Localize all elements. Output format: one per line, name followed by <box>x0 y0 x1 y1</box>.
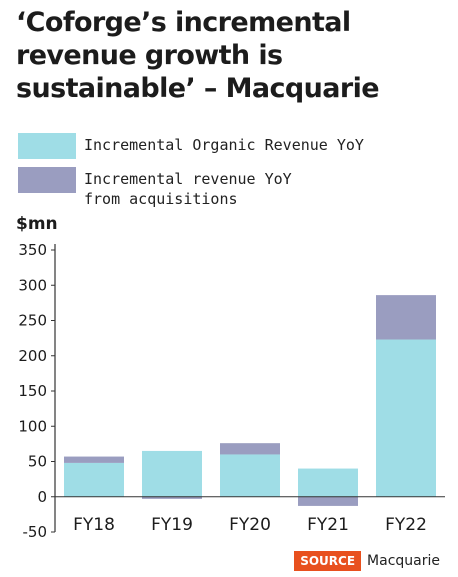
y-tick-label: 250 <box>18 312 47 330</box>
y-tick-label: 0 <box>37 488 47 506</box>
y-tick-label: -50 <box>23 523 48 541</box>
legend-item-organic: Incremental Organic Revenue YoY <box>18 133 448 159</box>
x-tick-label: FY21 <box>307 515 349 535</box>
y-tick-label: 150 <box>18 382 47 400</box>
bar-acquisitions-fy18 <box>64 456 124 463</box>
bar-organic-fy19 <box>142 450 202 497</box>
y-tick-label: 50 <box>28 453 47 471</box>
legend-label-organic: Incremental Organic Revenue YoY <box>84 136 364 154</box>
source-line: SOURCE Macquarie <box>294 551 440 571</box>
legend-label-acquisitions: Incremental revenue YoY from acquisition… <box>84 170 292 208</box>
y-tick-label: 350 <box>18 241 47 259</box>
x-tick-label: FY20 <box>229 515 271 535</box>
bar-acquisitions-fy22 <box>376 295 436 340</box>
source-text: Macquarie <box>367 553 440 569</box>
chart-title: ‘Coforge’s incremental revenue growth is… <box>16 7 380 104</box>
bar-organic-fy20 <box>220 454 280 497</box>
source-tag: SOURCE <box>294 551 362 571</box>
y-tick-label: 200 <box>18 347 47 365</box>
bar-organic-fy18 <box>64 462 124 497</box>
legend-item-acquisitions: Incremental revenue YoY from acquisition… <box>18 167 448 209</box>
y-tick-label: 300 <box>18 276 47 294</box>
bar-acquisitions-fy20 <box>220 443 280 455</box>
y-tick-label: 100 <box>18 417 47 435</box>
legend: Incremental Organic Revenue YoY Incremen… <box>18 133 448 217</box>
bar-acquisitions-fy21 <box>298 496 358 506</box>
x-tick-label: FY19 <box>151 515 193 535</box>
legend-swatch-acquisitions <box>18 167 76 193</box>
bar-organic-fy21 <box>298 468 358 497</box>
bar-organic-fy22 <box>376 339 436 497</box>
bar-acquisitions-fy19 <box>142 496 202 499</box>
y-axis-label: $mn <box>16 214 58 234</box>
x-tick-label: FY22 <box>385 515 427 535</box>
x-tick-label: FY18 <box>73 515 115 535</box>
legend-swatch-organic <box>18 133 76 159</box>
